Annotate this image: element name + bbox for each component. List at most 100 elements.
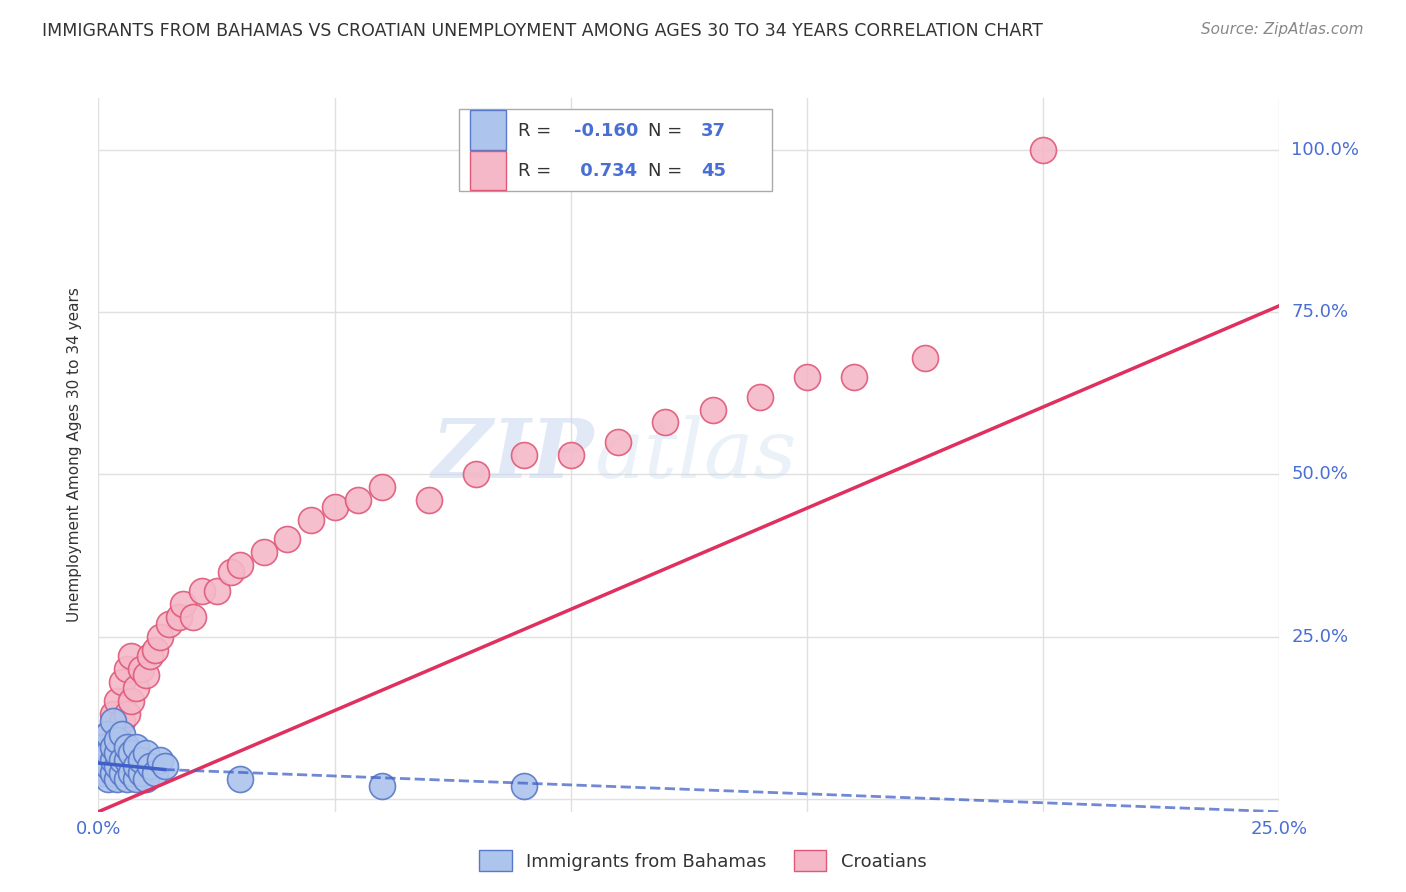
Text: 45: 45: [700, 162, 725, 180]
Point: [219, 565, 242, 579]
Point: [91, 765, 114, 780]
Point: [607, 434, 630, 449]
Point: [101, 765, 124, 780]
Text: 25.0%: 25.0%: [1291, 628, 1348, 646]
Point: [101, 714, 124, 728]
Point: [97, 753, 120, 767]
Point: [105, 759, 128, 773]
Point: [121, 747, 143, 761]
Point: [796, 370, 818, 384]
Text: atlas: atlas: [595, 415, 797, 495]
Point: [371, 480, 394, 494]
Point: [748, 390, 770, 404]
Point: [914, 351, 936, 365]
Point: [111, 675, 134, 690]
Text: N =: N =: [648, 162, 688, 180]
Point: [276, 533, 298, 547]
Point: [97, 727, 120, 741]
Text: 0.734: 0.734: [575, 162, 637, 180]
Point: [121, 648, 143, 663]
Point: [97, 759, 120, 773]
Point: [560, 448, 582, 462]
Legend: Immigrants from Bahamas, Croatians: Immigrants from Bahamas, Croatians: [472, 843, 934, 879]
Point: [149, 753, 172, 767]
Point: [347, 493, 370, 508]
Point: [97, 727, 120, 741]
Point: [135, 668, 157, 682]
Point: [91, 765, 114, 780]
Point: [181, 610, 204, 624]
Text: ZIP: ZIP: [432, 415, 595, 495]
FancyBboxPatch shape: [458, 109, 772, 191]
Point: [654, 416, 676, 430]
Point: [191, 584, 214, 599]
Point: [105, 733, 128, 747]
FancyBboxPatch shape: [471, 151, 506, 190]
Text: N =: N =: [648, 122, 688, 140]
Point: [844, 370, 866, 384]
Point: [97, 772, 120, 787]
Text: IMMIGRANTS FROM BAHAMAS VS CROATIAN UNEMPLOYMENT AMONG AGES 30 TO 34 YEARS CORRE: IMMIGRANTS FROM BAHAMAS VS CROATIAN UNEM…: [42, 22, 1043, 40]
Text: 50.0%: 50.0%: [1291, 466, 1348, 483]
Point: [205, 584, 228, 599]
Point: [371, 779, 394, 793]
Point: [101, 707, 124, 722]
Point: [97, 747, 120, 761]
Point: [125, 759, 148, 773]
Point: [229, 558, 252, 573]
Point: [115, 753, 138, 767]
Point: [129, 662, 152, 676]
Point: [139, 648, 162, 663]
Point: [125, 772, 148, 787]
Text: R =: R =: [517, 162, 557, 180]
Point: [111, 727, 134, 741]
Point: [512, 448, 534, 462]
Text: -0.160: -0.160: [575, 122, 638, 140]
FancyBboxPatch shape: [471, 111, 506, 150]
Point: [129, 765, 152, 780]
Text: 75.0%: 75.0%: [1291, 303, 1348, 321]
Point: [167, 610, 190, 624]
Point: [105, 694, 128, 708]
Point: [115, 739, 138, 754]
Point: [153, 759, 176, 773]
Point: [143, 765, 166, 780]
Point: [135, 747, 157, 761]
Point: [512, 779, 534, 793]
Point: [115, 772, 138, 787]
Point: [111, 753, 134, 767]
Point: [129, 753, 152, 767]
Point: [105, 747, 128, 761]
Y-axis label: Unemployment Among Ages 30 to 34 years: Unemployment Among Ages 30 to 34 years: [67, 287, 83, 623]
Point: [135, 772, 157, 787]
Point: [91, 739, 114, 754]
Point: [111, 714, 134, 728]
Point: [91, 753, 114, 767]
Text: 100.0%: 100.0%: [1291, 141, 1360, 159]
Point: [139, 759, 162, 773]
Point: [125, 739, 148, 754]
Point: [299, 513, 322, 527]
Point: [418, 493, 440, 508]
Point: [105, 727, 128, 741]
Text: R =: R =: [517, 122, 557, 140]
Point: [143, 642, 166, 657]
Text: 37: 37: [700, 122, 725, 140]
Text: Source: ZipAtlas.com: Source: ZipAtlas.com: [1201, 22, 1364, 37]
Point: [172, 597, 194, 611]
Point: [253, 545, 276, 559]
Point: [105, 772, 128, 787]
Point: [702, 402, 724, 417]
Point: [111, 765, 134, 780]
Point: [121, 694, 143, 708]
Point: [157, 616, 180, 631]
Point: [125, 681, 148, 696]
Point: [115, 662, 138, 676]
Point: [101, 753, 124, 767]
Point: [229, 772, 252, 787]
Point: [101, 739, 124, 754]
Point: [465, 467, 488, 482]
Point: [115, 707, 138, 722]
Point: [101, 739, 124, 754]
Point: [323, 500, 346, 514]
